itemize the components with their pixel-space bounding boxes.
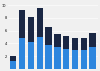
Bar [72, 50, 78, 69]
Bar [54, 47, 60, 69]
Bar [19, 38, 25, 69]
Bar [45, 27, 52, 45]
Bar [90, 33, 96, 47]
Bar [10, 61, 16, 69]
Bar [36, 37, 43, 69]
Bar [45, 45, 52, 69]
Bar [36, 8, 43, 37]
Bar [28, 42, 34, 69]
Bar [10, 56, 16, 61]
Bar [90, 47, 96, 69]
Bar [28, 17, 34, 42]
Bar [63, 36, 69, 49]
Bar [72, 38, 78, 50]
Bar [81, 50, 87, 69]
Bar [81, 38, 87, 50]
Bar [19, 10, 25, 38]
Bar [54, 34, 60, 47]
Bar [63, 49, 69, 69]
